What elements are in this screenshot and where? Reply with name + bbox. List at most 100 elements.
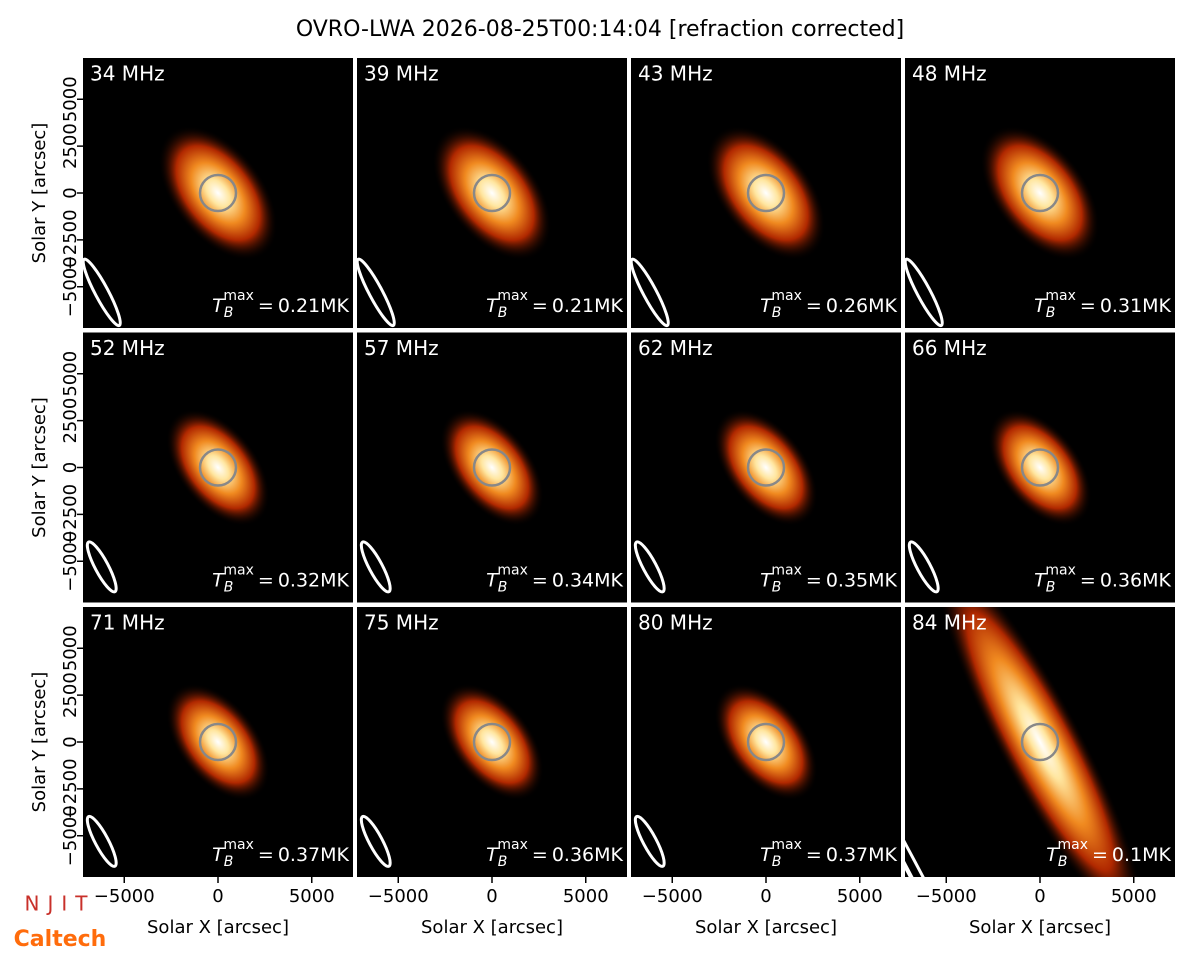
y-tick-label: −5000 [60, 805, 81, 866]
solar-disk [746, 448, 786, 487]
y-tick-label: 2500 [60, 398, 81, 444]
tb-sup: max [1057, 837, 1088, 853]
y-tick-label: −2500 [60, 758, 81, 819]
tb-sup: max [1045, 563, 1076, 579]
tb-relation: = [806, 569, 822, 591]
logo-njit: NJIT [25, 892, 96, 916]
panel-title: 75 MHz [364, 611, 439, 635]
solar-disk [1020, 448, 1060, 487]
tb-symbol: T [760, 569, 773, 591]
x-axis-label: Solar X [arcsec] [421, 917, 563, 938]
panel [905, 607, 1175, 877]
solar-disk [198, 448, 238, 487]
tb-symbol: T [212, 569, 225, 591]
tb-sub: B [224, 305, 234, 321]
x-tick-label: −5000 [94, 886, 155, 907]
tb-max-label: TBmax = 0.37MK [760, 837, 897, 870]
beam [905, 257, 944, 328]
y-tick-label: −2500 [60, 484, 81, 545]
panel-title: 48 MHz [912, 62, 987, 86]
tb-symbol: T [1034, 295, 1047, 317]
panel-title: 43 MHz [638, 62, 713, 86]
tb-symbol: T [486, 295, 499, 317]
panel-title: 62 MHz [638, 336, 713, 360]
tb-sub: B [772, 854, 782, 870]
beam [633, 814, 666, 868]
y-axis-label: Solar Y [arcsec] [29, 672, 50, 813]
x-tick-label: 0 [760, 886, 771, 907]
panel [357, 607, 627, 877]
y-tick-label: 5000 [60, 76, 81, 122]
tb-sub: B [224, 854, 234, 870]
tb-sup: max [223, 563, 254, 579]
emission [432, 125, 552, 261]
x-tick-label: 5000 [1111, 886, 1157, 907]
tb-value: 0.31MK [1100, 295, 1172, 317]
panel-title: 52 MHz [90, 336, 165, 360]
solar-disk [198, 173, 238, 213]
tb-max-label: TBmax = 0.21MK [486, 288, 623, 321]
beam [633, 540, 666, 594]
tb-value: 0.37MK [278, 844, 350, 866]
panel [905, 58, 1175, 328]
x-tick-label: 0 [212, 886, 223, 907]
tb-relation: = [258, 569, 274, 591]
beam [85, 814, 118, 868]
tb-value: 0.32MK [278, 569, 350, 591]
y-axis-label: Solar Y [arcsec] [29, 123, 50, 264]
panel [357, 332, 627, 603]
emission [166, 409, 270, 526]
y-tick-label: −5000 [60, 531, 81, 592]
tb-sup: max [771, 563, 802, 579]
y-tick-label: 0 [60, 187, 81, 198]
y-tick-label: −5000 [60, 256, 81, 317]
tb-symbol: T [1046, 844, 1059, 866]
emission [158, 125, 278, 261]
solar-disk [472, 722, 512, 762]
tb-symbol: T [486, 569, 499, 591]
tb-max-label: TBmax = 0.32MK [212, 563, 349, 596]
tb-max-label: TBmax = 0.36MK [486, 837, 623, 870]
tb-sub: B [498, 854, 508, 870]
tb-relation: = [1080, 569, 1096, 591]
panel-title: 84 MHz [912, 611, 987, 635]
tb-sub: B [1058, 854, 1068, 870]
tb-sub: B [498, 580, 508, 596]
x-tick-label: 0 [1034, 886, 1045, 907]
tb-max-label: TBmax = 0.34MK [486, 563, 623, 596]
tb-max-label: TBmax = 0.26MK [760, 288, 897, 321]
panel-title: 39 MHz [364, 62, 439, 86]
tb-sub: B [498, 305, 508, 321]
tb-relation: = [532, 569, 548, 591]
beam [357, 257, 396, 328]
solar-disk [472, 448, 512, 487]
tb-value: 0.36MK [552, 844, 624, 866]
tb-sup: max [223, 837, 254, 853]
y-tick-label: 2500 [60, 123, 81, 169]
tb-relation: = [806, 844, 822, 866]
tb-symbol: T [212, 295, 225, 317]
beam [83, 257, 122, 328]
solar-disk [1020, 173, 1060, 213]
panel-title: 57 MHz [364, 336, 439, 360]
panel [83, 332, 353, 603]
tb-sub: B [772, 305, 782, 321]
x-tick-label: 0 [486, 886, 497, 907]
logo-caltech: Caltech [14, 927, 107, 952]
panel [631, 607, 901, 877]
beam [359, 540, 392, 594]
panel [631, 332, 901, 603]
beam [85, 540, 118, 594]
panel [631, 58, 901, 328]
emission [936, 607, 1144, 877]
tb-symbol: T [760, 844, 773, 866]
y-tick-label: 0 [60, 462, 81, 473]
tb-sup: max [497, 563, 528, 579]
tb-sub: B [224, 580, 234, 596]
solar-disk [472, 173, 512, 213]
emission [706, 125, 826, 261]
tb-value: 0.34MK [552, 569, 624, 591]
y-tick-label: −2500 [60, 209, 81, 270]
solar-disk [746, 722, 786, 762]
